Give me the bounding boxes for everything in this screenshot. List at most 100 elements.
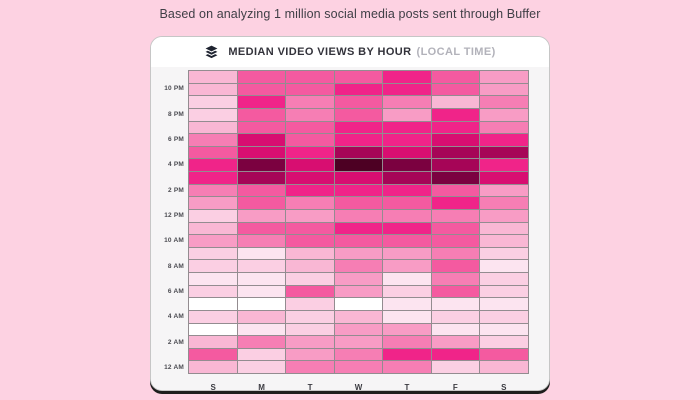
heatmap-cell [334,247,383,260]
heatmap-cell [480,298,528,310]
heatmap-cell [286,361,334,373]
heatmap-cell [431,197,480,209]
heatmap-cell [480,222,528,235]
heatmap-cell [334,96,383,108]
heatmap-cell [383,96,431,108]
heatmap-cell [383,310,431,323]
heatmap-cell [189,247,237,260]
heatmap-cell [237,184,286,197]
y-axis-labels: 10 PM 8 PM 6 PM 4 PM 2 PM 12 PM 10 AM 8 AM 6 AM 4… [151,70,184,374]
heatmap-cell [286,260,334,272]
heatmap-cell [286,222,334,235]
heatmap-cell [431,285,480,298]
heatmap-cell [334,71,383,83]
heatmap-cell [237,336,286,348]
heatmap-cell [189,273,237,285]
heatmap-cell [480,209,528,222]
heatmap-cell [480,247,528,260]
heatmap-cell [431,310,480,323]
heatmap-cell [383,83,431,96]
heatmap-cell [286,336,334,348]
heatmap-cell [431,247,480,260]
hour-label: 12 PM [164,212,184,220]
heatmap-cell [189,172,237,184]
heatmap-cell [286,121,334,134]
heatmap-cell [286,146,334,159]
heatmap-cell [431,121,480,134]
heatmap-cell [237,260,286,272]
heatmap-cell [334,222,383,235]
hour-label: 4 AM [167,313,184,321]
heatmap-cell [286,348,334,361]
heatmap-cell [237,235,286,247]
heatmap-cell [237,298,286,310]
heatmap-cell [334,323,383,336]
buffer-logo-icon [204,45,219,60]
heatmap-cell [237,348,286,361]
heatmap-cell [383,235,431,247]
heatmap-cell [237,71,286,83]
heatmap-cell [480,184,528,197]
heatmap-cell [237,121,286,134]
heatmap-cell [480,71,528,83]
heatmap-cell [286,108,334,121]
heatmap-grid [188,70,529,374]
day-label: S [501,382,507,391]
heatmap-cell [480,121,528,134]
heatmap-cell [383,298,431,310]
heatmap-cell [480,235,528,247]
heatmap-cell [237,247,286,260]
heatmap-cell [334,310,383,323]
card-header: MEDIAN VIDEO VIEWS BY HOUR (LOCAL TIME) [151,37,549,68]
heatmap-cell [286,209,334,222]
day-label: F [452,382,458,391]
hour-label: 12 AM [164,364,184,372]
heatmap-cell [431,298,480,310]
heatmap-cell [480,348,528,361]
heatmap-cell [480,336,528,348]
heatmap-cell [237,96,286,108]
chart-card: MEDIAN VIDEO VIEWS BY HOUR (LOCAL TIME) … [150,36,550,391]
heatmap-cell [480,197,528,209]
heatmap-cell [334,361,383,373]
heatmap-cell [383,197,431,209]
heatmap-cell [334,159,383,171]
heatmap-cell [237,134,286,146]
heatmap-cell [431,235,480,247]
heatmap-cell [286,159,334,171]
heatmap-cell [383,146,431,159]
heatmap-cell [383,134,431,146]
heatmap-cell [189,184,237,197]
heatmap-cell [189,197,237,209]
heatmap-cell [286,285,334,298]
heatmap-cell [189,121,237,134]
heatmap-cell [237,323,286,336]
heatmap-cell [431,108,480,121]
heatmap-cell [334,184,383,197]
heatmap-cell [286,235,334,247]
hour-label: 8 AM [167,262,184,270]
heatmap-cell [189,159,237,171]
heatmap-cell [431,159,480,171]
heatmap-cell [431,348,480,361]
heatmap-cell [237,108,286,121]
chart-title: MEDIAN VIDEO VIEWS BY HOUR [228,46,412,58]
heatmap-cell [383,209,431,222]
heatmap-cell [431,222,480,235]
hour-label: 10 PM [164,85,184,93]
heatmap-cell [286,83,334,96]
heatmap-cell [480,361,528,373]
heatmap-cell [189,108,237,121]
heatmap-cell [480,146,528,159]
heatmap-cell [237,361,286,373]
heatmap-cell [189,298,237,310]
heatmap-cell [383,222,431,235]
heatmap-cell [237,159,286,171]
heatmap-cell [383,247,431,260]
heatmap-cell [286,310,334,323]
heatmap-cell [431,184,480,197]
heatmap-cell [480,83,528,96]
heatmap-cell [189,235,237,247]
heatmap-cell [286,247,334,260]
heatmap-cell [334,209,383,222]
